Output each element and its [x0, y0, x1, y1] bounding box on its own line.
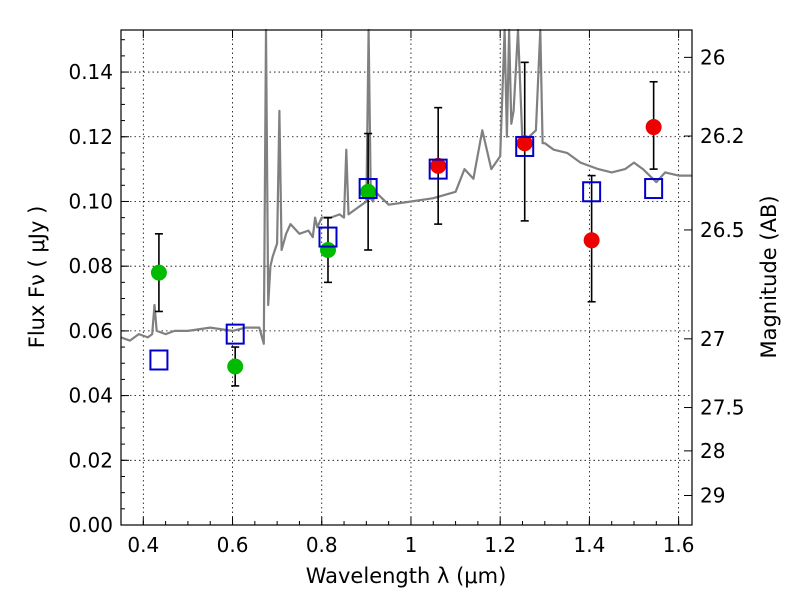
model-flux-square — [149, 349, 169, 371]
model-flux-square — [318, 226, 338, 248]
model-spectrum — [120, 28, 692, 345]
y2-tick-label: 26 — [700, 45, 725, 69]
y-tick-label: 0.14 — [68, 60, 113, 84]
y2-tick-label: 26.5 — [700, 218, 745, 242]
data-point — [645, 119, 662, 136]
model-flux-square — [358, 178, 378, 200]
data-point — [516, 135, 533, 152]
data-point — [150, 264, 167, 281]
data-point — [227, 358, 244, 375]
spectrum-line — [120, 28, 692, 345]
axes-frame — [120, 29, 693, 526]
y-tick-label: 0.06 — [68, 319, 113, 343]
data-points — [149, 61, 664, 387]
data-point — [319, 242, 336, 258]
y2-axis-label: Magnitude (AB) — [757, 195, 781, 358]
axis-ticks: 0.4 0.6 0.8 1 1.2 1.4 1.6 0.00 0.02 0.04 0.06 0.08 0… — [68, 30, 745, 557]
model-flux-square — [428, 158, 448, 180]
y-tick-label: 0.04 — [68, 384, 113, 408]
model-flux-square — [225, 323, 245, 345]
y-axis-label: Flux Fν ( μJy ) — [25, 206, 49, 349]
y-tick-label: 0.08 — [68, 254, 113, 278]
y2-tick-label: 27 — [700, 327, 725, 351]
data-point — [430, 157, 447, 174]
y2-tick-label: 29 — [700, 483, 725, 507]
y2-tick-label: 28 — [700, 439, 725, 463]
y-tick-label: 0.00 — [68, 513, 113, 537]
y-tick-label: 0.02 — [68, 448, 113, 472]
y-tick-label: 0.10 — [68, 189, 113, 213]
data-point — [583, 232, 600, 249]
x-tick-label: 0.8 — [306, 533, 338, 557]
x-axis-label: Wavelength λ (μm) — [306, 564, 507, 588]
x-tick-label: 0.6 — [217, 533, 249, 557]
x-tick-label: 1.4 — [573, 533, 605, 557]
y2-tick-label: 26.2 — [700, 124, 745, 148]
plot-frame — [120, 29, 693, 526]
model-flux-square — [644, 178, 664, 200]
y2-tick-label: 27.5 — [700, 396, 745, 420]
x-tick-label: 1.2 — [484, 533, 516, 557]
y-tick-label: 0.12 — [68, 125, 113, 149]
grid — [121, 30, 692, 526]
x-tick-label: 1 — [405, 533, 418, 557]
data-point — [360, 183, 377, 200]
model-flux-square — [515, 135, 535, 157]
x-tick-label: 0.4 — [127, 533, 159, 557]
x-tick-label: 1.6 — [663, 533, 695, 557]
model-flux-square — [582, 181, 602, 203]
